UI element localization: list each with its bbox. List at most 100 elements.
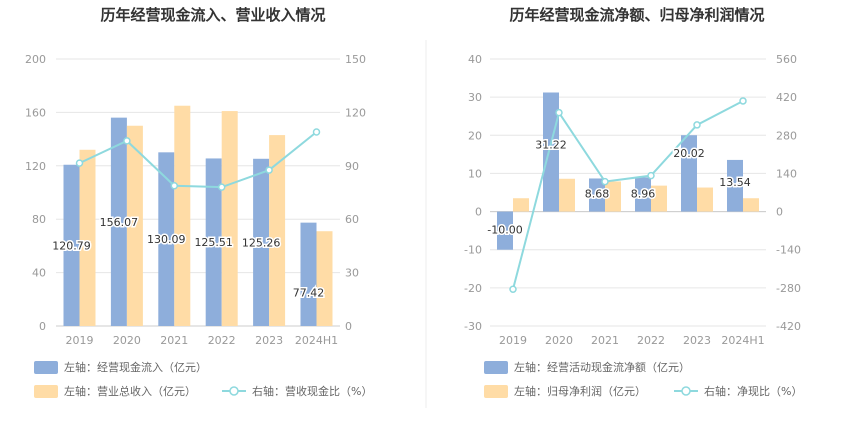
bar-secondary [697,187,713,212]
bar-secondary [605,181,621,212]
line-point [170,181,179,190]
legend-label: 左轴：归母净利润（亿元） [514,384,646,398]
bar-primary [110,117,127,327]
left-axis-tick-label: 120 [25,160,46,173]
legend-label: 左轴：经营现金流入（亿元） [64,360,207,374]
data-label: 125.26 [242,236,281,249]
left-axis-tick-label: 10 [468,167,482,180]
bar-primary [205,158,222,326]
bar-primary [300,222,317,326]
line-point [739,97,747,105]
right-axis-tick-label: 120 [345,106,366,119]
x-axis-tick-label: 2019 [66,334,94,347]
x-axis-tick-label: 2024H1 [721,334,764,347]
x-axis-tick-label: 2023 [683,334,711,347]
bar-secondary [79,149,96,326]
legend-swatch-bar [484,385,508,398]
line-point [265,166,273,174]
bar-primary [727,159,743,212]
legend-swatch-bar [484,361,508,374]
bar-primary [253,158,270,326]
legend-swatch-point [681,386,691,396]
line-point [555,108,563,117]
right-axis-tick-label: -140 [776,244,801,257]
bar-secondary [559,178,575,212]
x-axis-tick-label: 2020 [545,334,573,347]
line-point [75,159,84,167]
left-axis-tick-label: 160 [25,106,46,119]
right-axis-tick-label: 0 [776,206,783,219]
left-axis-tick-label: -10 [464,244,482,257]
legend-swatch-bar [34,385,58,398]
x-axis-tick-label: 2023 [255,334,283,347]
x-axis-tick-label: 2024H1 [295,334,338,347]
bar-primary [589,178,605,212]
bar-secondary [316,231,333,326]
data-label: 31.22 [535,138,567,151]
data-label: 8.96 [631,188,656,201]
right-axis-tick-label: 90 [345,160,359,173]
legend-label: 右轴：净现比（%） [704,384,802,398]
bar-primary [63,164,80,326]
bar-secondary [174,105,191,326]
line-point [509,285,517,293]
chart-title: 历年经营现金流入、营业收入情况 [100,6,325,24]
x-axis-tick-label: 2020 [113,334,141,347]
bar-primary [635,177,651,212]
data-label: 120.79 [52,239,91,252]
x-axis-tick-label: 2022 [208,334,236,347]
line-point [693,121,701,129]
left-axis-tick-label: 40 [468,53,482,66]
left-axis-tick-label: -20 [464,282,482,295]
line-point [601,177,609,186]
bar-primary [681,135,697,212]
line-point [217,183,226,191]
line-point [123,137,131,145]
chart-panel-cash-inflow-revenue: 历年经营现金流入、营业收入情况 200 160 120 80 40 0 150 120 90 60 3… [25,6,372,398]
left-axis-tick-label: 0 [39,320,46,333]
left-axis-tick-label: 40 [32,267,46,280]
left-axis-tick-label: -30 [464,320,482,333]
right-axis-tick-label: 280 [776,129,797,142]
chart-title: 历年经营现金流净额、归母净利润情况 [509,6,764,24]
right-axis-tick-label: 150 [345,53,366,66]
series-line [79,131,318,189]
bar-primary [543,92,559,212]
legend-swatch-point [229,386,239,396]
bar-primary [158,152,175,326]
data-label: 77.42 [293,286,325,299]
x-axis-tick-label: 2021 [160,334,188,347]
right-axis-tick-label: -280 [776,282,801,295]
right-axis-tick-label: 30 [345,267,359,280]
line-point [312,128,321,136]
data-label: -10.00 [487,224,522,237]
data-label: 20.02 [673,147,705,160]
legend-label: 左轴：经营活动现金流净额（亿元） [514,360,690,374]
left-axis-tick-label: 200 [25,53,46,66]
legend-label: 左轴：营业总收入（亿元） [64,384,196,398]
series-line [512,100,744,290]
data-label: 125.51 [194,236,233,249]
bar-primary [497,211,513,250]
x-axis-tick-label: 2021 [591,334,619,347]
data-label: 13.54 [719,176,751,189]
legend-swatch-bar [34,361,58,374]
left-axis-tick-label: 20 [468,129,482,142]
chart-panel-net-cash-profit: 历年经营现金流净额、归母净利润情况 40 30 20 10 0 -10 -20 -30 560 42… [464,6,802,398]
data-label: 156.07 [100,216,139,229]
x-axis-tick-label: 2019 [499,334,527,347]
right-axis-tick-label: -420 [776,320,801,333]
left-axis-tick-label: 0 [475,206,482,219]
right-axis-tick-label: 0 [345,320,352,333]
bar-secondary [513,198,529,212]
right-axis-tick-label: 60 [345,213,359,226]
data-label: 8.68 [585,188,610,201]
bar-secondary [126,125,143,326]
bar-secondary [743,198,759,212]
right-axis-tick-label: 420 [776,91,797,104]
legend-label: 右轴：营收现金比（%） [252,384,372,398]
bar-secondary [651,185,667,212]
left-axis-tick-label: 80 [32,213,46,226]
